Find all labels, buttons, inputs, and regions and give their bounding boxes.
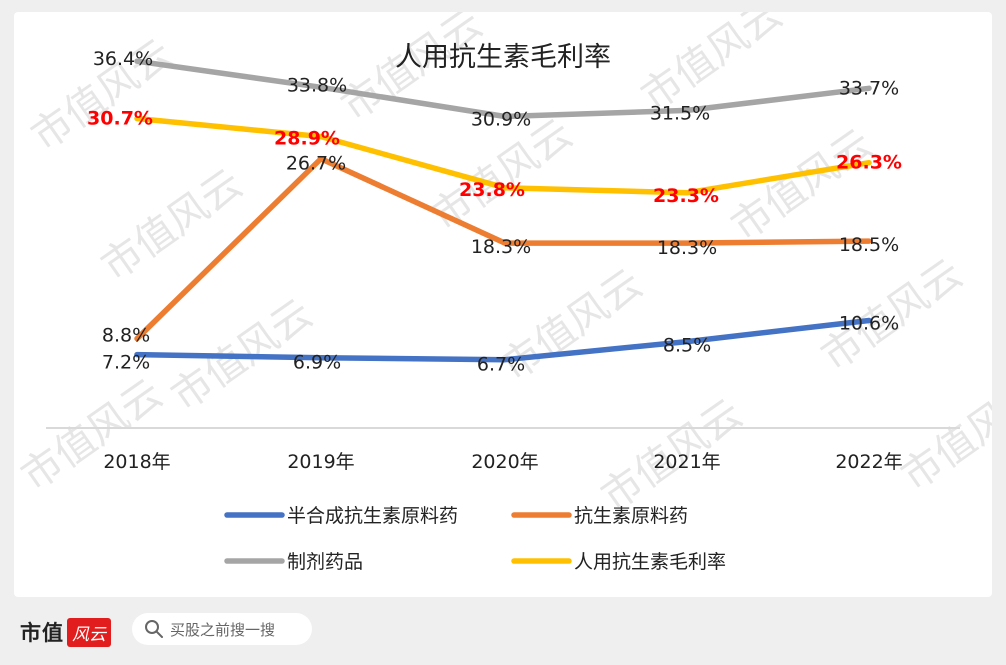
line-chart: 人用抗生素毛利率 2018年 2019年 2020年 2021年 2022年 7.2% 6.9… bbox=[46, 42, 960, 573]
chart-title: 人用抗生素毛利率 bbox=[395, 42, 611, 73]
x-tick-label: 2020年 bbox=[471, 451, 538, 473]
data-label: 30.7% bbox=[87, 107, 153, 129]
x-tick-label: 2022年 bbox=[835, 451, 902, 473]
legend-label: 制剂药品 bbox=[287, 551, 363, 573]
data-label: 18.5% bbox=[839, 234, 899, 256]
data-label: 6.7% bbox=[477, 354, 525, 376]
data-label: 7.2% bbox=[102, 352, 150, 374]
x-tick-label: 2021年 bbox=[653, 451, 720, 473]
data-label: 18.3% bbox=[657, 237, 717, 259]
data-label: 33.7% bbox=[839, 77, 899, 99]
data-label: 23.3% bbox=[653, 185, 719, 207]
search-icon bbox=[145, 620, 163, 638]
data-label: 36.4% bbox=[93, 48, 153, 70]
data-label: 10.6% bbox=[839, 312, 899, 334]
data-label: 26.3% bbox=[836, 152, 902, 174]
legend-label: 抗生素原料药 bbox=[574, 505, 688, 527]
data-label: 23.8% bbox=[459, 179, 525, 201]
data-label: 8.8% bbox=[102, 325, 150, 347]
legend-label: 半合成抗生素原料药 bbox=[287, 505, 458, 527]
brand-text: 市值 bbox=[20, 621, 64, 645]
legend-label: 人用抗生素毛利率 bbox=[574, 551, 726, 573]
data-label: 18.3% bbox=[471, 236, 531, 258]
data-label: 33.8% bbox=[287, 74, 347, 96]
footer-bar: 市值 风云 买股之前搜一搜 bbox=[0, 597, 1006, 665]
chart-card: 市值风云 市值风云 市值风云 市值风云 市值风云 市值风云 市值风云 市值风云 市值风云 市值风云… bbox=[14, 12, 992, 597]
data-label: 30.9% bbox=[471, 108, 531, 130]
data-label: 31.5% bbox=[650, 102, 710, 124]
data-label: 8.5% bbox=[663, 335, 711, 357]
data-label: 26.7% bbox=[286, 153, 346, 175]
series-line-0 bbox=[134, 317, 872, 363]
series-line-1 bbox=[134, 155, 872, 342]
series-line-3 bbox=[134, 115, 872, 196]
series-line-2 bbox=[134, 58, 872, 120]
brand-badge: 风云 bbox=[67, 617, 111, 647]
x-tick-label: 2018年 bbox=[103, 451, 170, 473]
data-label: 6.9% bbox=[293, 352, 341, 374]
search-placeholder: 买股之前搜一搜 bbox=[170, 620, 276, 639]
data-label: 28.9% bbox=[274, 128, 340, 150]
brand-logo[interactable]: 市值 风云 bbox=[20, 617, 111, 647]
search-box[interactable]: 买股之前搜一搜 bbox=[132, 613, 312, 645]
x-tick-label: 2019年 bbox=[287, 451, 354, 473]
